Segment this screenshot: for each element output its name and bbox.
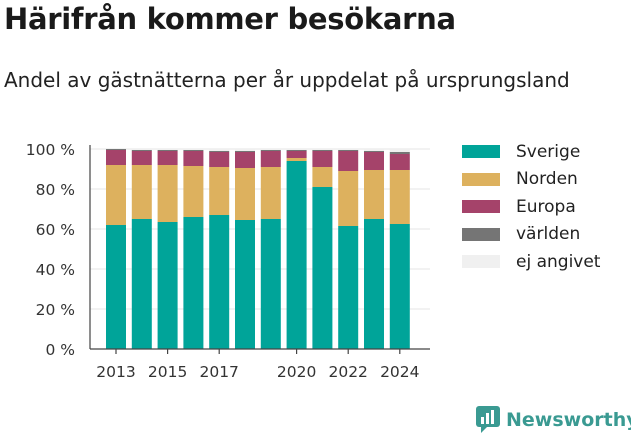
bar-segment [389,149,410,152]
chart-legend: Sverige Norden Europa världen ej angivet [462,138,600,276]
bar-segment [209,151,230,152]
bar-segment [364,151,384,152]
x-tick-label: 2024 [380,363,419,381]
x-tick-label: 2020 [277,363,316,381]
bar-segment [364,170,384,219]
bar-segment [338,226,359,349]
bar-segment [286,151,307,158]
x-tick-label: 2013 [96,363,135,381]
bar-segment [157,222,178,349]
bar-segment [157,165,178,222]
legend-item: Europa [462,193,600,221]
chart-subtitle: Andel av gästnätterna per år uppdelat på… [4,68,570,92]
legend-item: världen [462,221,600,249]
bar-segment [364,219,384,349]
bar-segment [183,151,204,166]
legend-item: Sverige [462,138,600,166]
x-tick-label: 2017 [199,363,238,381]
bar-segment [286,149,307,150]
legend-swatch [462,255,500,269]
bar-segment [131,149,152,150]
bar-segment [312,187,333,349]
x-tick-label: 2022 [328,363,367,381]
legend-label: Europa [516,196,576,217]
bar-segment [260,219,281,349]
bar-segment [106,225,126,349]
bar-segment [286,158,307,161]
bar-segment [338,149,359,150]
bar-segment [235,168,255,220]
y-tick-label: 60 % [36,221,75,239]
bar-segment [235,151,255,152]
bar-segment [131,165,152,219]
bar-segment [389,154,410,170]
legend-swatch [462,145,500,159]
y-tick-label: 0 % [45,341,75,359]
bar-segment [209,149,230,151]
bar-segment [260,167,281,219]
bar-segment [312,150,333,151]
y-tick-label: 100 % [26,141,75,159]
bar-segment [209,167,230,215]
bar-segment [235,149,255,151]
bar-segment [131,219,152,349]
bar-segment [131,151,152,165]
bar-segment [286,150,307,151]
y-tick-label: 40 % [36,261,75,279]
bar-segment [364,152,384,170]
legend-item: Norden [462,166,600,194]
bar-segment [389,224,410,349]
bar-segment [106,150,126,165]
bar-segment [260,149,281,150]
bar-segment [312,151,333,167]
bar-chart-speech-icon [476,406,500,433]
bar-segment [209,215,230,349]
x-tick-label: 2015 [148,363,187,381]
y-tick-label: 20 % [36,301,75,319]
bar-segment [157,150,178,151]
bar-segment [183,166,204,217]
bar-segment [338,151,359,171]
bar-segment [235,220,255,349]
bar-segment [260,151,281,167]
bar-segment [157,149,178,150]
brand-logo: Newsworthy [476,406,631,434]
bar-segment [389,152,410,154]
bar-segment [389,170,410,224]
bar-segment [106,149,126,150]
bar-segment [209,152,230,167]
legend-label: ej angivet [516,251,601,272]
bar-segment [183,217,204,349]
bar-segment [364,149,384,151]
bar-segment [183,150,204,151]
y-tick-label: 80 % [36,181,75,199]
legend-label: världen [516,224,581,245]
legend-swatch [462,227,500,241]
legend-item: ej angivet [462,248,600,276]
bar-segment [260,150,281,151]
bar-segment [312,167,333,187]
bar-segment [235,152,255,168]
bar-segment [183,149,204,150]
chart-bars [106,149,410,349]
bar-segment [338,150,359,151]
legend-label: Sverige [516,141,581,162]
bar-segment [312,149,333,150]
legend-swatch [462,200,500,214]
legend-swatch [462,172,500,186]
bar-segment [286,161,307,349]
legend-label: Norden [516,169,578,190]
chart-axes: 0 % 20 % 40 % 60 % 80 % 100 % 2013 2015 2017 2020… [26,141,430,381]
bar-segment [106,165,126,225]
chart-title: Härifrån kommer besökarna [4,2,456,36]
bar-segment [131,150,152,151]
bar-segment [338,171,359,226]
brand-name: Newsworthy [506,409,631,431]
bar-segment [157,151,178,165]
